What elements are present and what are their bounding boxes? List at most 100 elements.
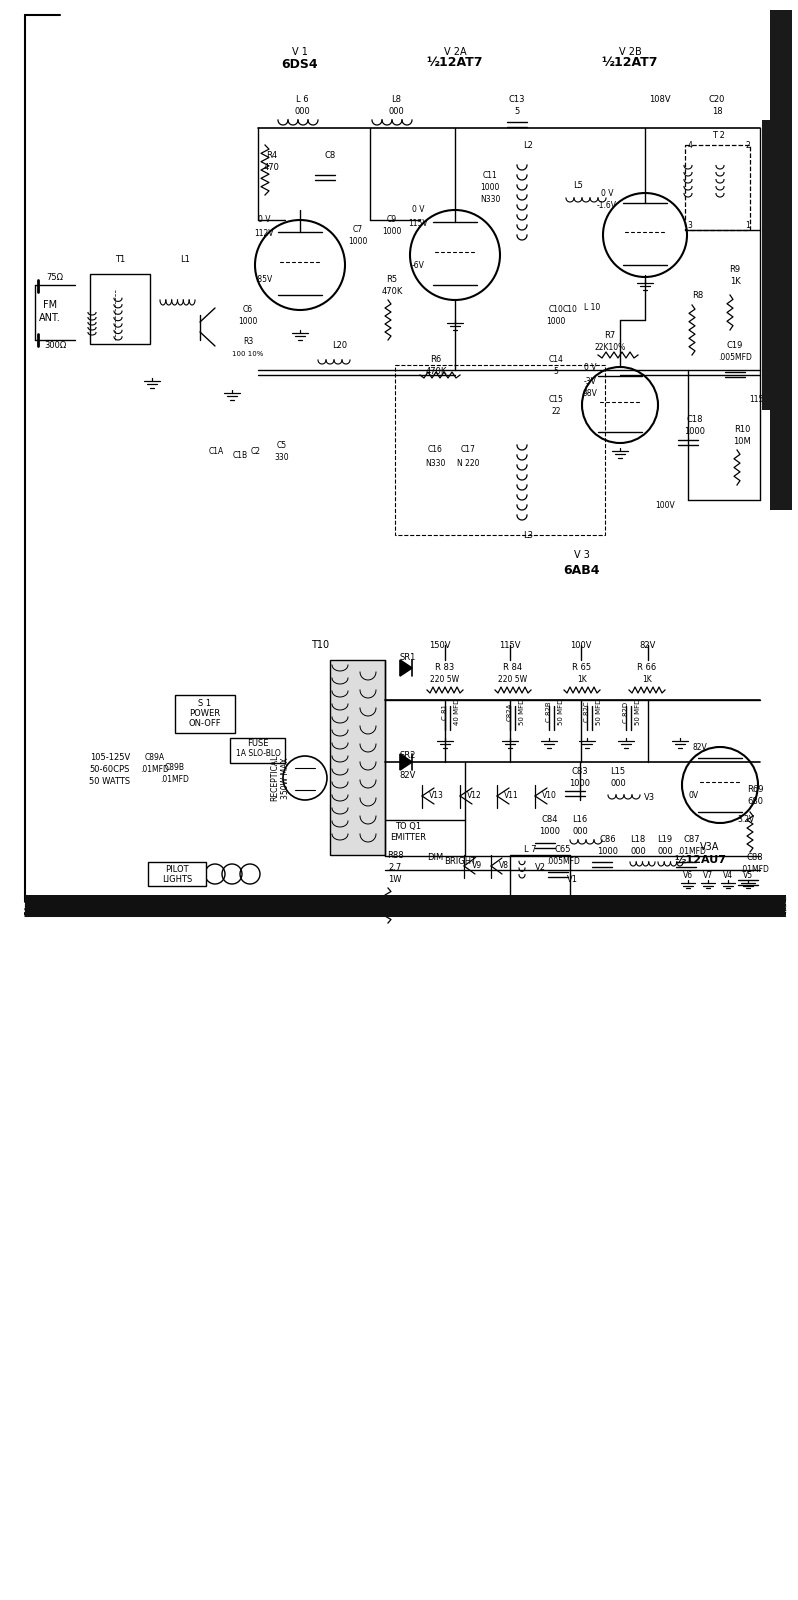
Text: S 1: S 1 <box>199 699 211 709</box>
Text: C65: C65 <box>555 845 571 854</box>
Text: R 65: R 65 <box>572 664 591 672</box>
Text: V12: V12 <box>467 792 481 800</box>
Text: C1A: C1A <box>208 448 223 456</box>
Text: ANT.: ANT. <box>39 314 61 323</box>
Text: RECEPTICAL: RECEPTICAL <box>271 755 279 802</box>
Text: 470K: 470K <box>425 368 447 376</box>
Text: 108V: 108V <box>650 96 671 104</box>
Text: L2: L2 <box>523 141 533 149</box>
Text: C84: C84 <box>542 816 559 824</box>
Text: .005MFD: .005MFD <box>718 352 752 362</box>
Text: 1W: 1W <box>389 875 401 883</box>
Text: 40 MFD: 40 MFD <box>454 699 460 725</box>
Text: 1: 1 <box>745 221 750 229</box>
Text: -6V: -6V <box>412 261 425 269</box>
Text: 22: 22 <box>551 408 561 416</box>
Text: C 82B: C 82B <box>546 702 552 722</box>
Text: 3: 3 <box>688 221 693 229</box>
Text: C82A: C82A <box>507 702 513 722</box>
Text: 1A SLO-BLO: 1A SLO-BLO <box>235 749 280 758</box>
Text: V 3: V 3 <box>574 550 590 560</box>
Text: R5: R5 <box>386 275 397 285</box>
Text: C10: C10 <box>548 306 563 315</box>
Text: 1000: 1000 <box>348 237 368 246</box>
Text: 105-125V: 105-125V <box>90 754 130 763</box>
Text: 3.2V: 3.2V <box>737 816 755 824</box>
Text: 0V: 0V <box>689 790 699 800</box>
Text: R88: R88 <box>387 851 403 859</box>
Text: 1K: 1K <box>577 675 587 685</box>
Text: R 84: R 84 <box>504 664 523 672</box>
Text: V1: V1 <box>567 875 578 885</box>
Text: 82V: 82V <box>693 744 707 752</box>
Text: R7: R7 <box>604 331 615 339</box>
Text: 5: 5 <box>515 107 519 117</box>
Text: L16: L16 <box>572 816 587 824</box>
Text: 300Ω: 300Ω <box>44 341 66 349</box>
Text: C18: C18 <box>687 416 703 424</box>
Text: T 2: T 2 <box>712 131 725 139</box>
Text: 82V: 82V <box>640 640 656 650</box>
Text: FM: FM <box>43 301 57 310</box>
Text: L20: L20 <box>333 341 348 349</box>
Text: EMITTER: EMITTER <box>390 834 426 843</box>
Text: 0 V: 0 V <box>258 216 271 224</box>
Text: C6: C6 <box>243 306 253 315</box>
Text: 2.7: 2.7 <box>389 862 401 872</box>
Bar <box>762 120 780 410</box>
Text: N 220: N 220 <box>456 459 480 467</box>
Text: .01MFD: .01MFD <box>140 765 169 774</box>
Bar <box>330 659 385 854</box>
Text: C19: C19 <box>727 341 743 349</box>
Text: ON-OFF: ON-OFF <box>188 720 221 728</box>
Text: 1000: 1000 <box>480 184 500 192</box>
Text: 98V: 98V <box>583 389 598 398</box>
Text: 50 MFD: 50 MFD <box>596 699 602 725</box>
Text: C 82C: C 82C <box>584 702 590 722</box>
Text: 1000: 1000 <box>547 317 566 326</box>
Text: 330: 330 <box>275 453 290 462</box>
Text: R4: R4 <box>267 150 278 160</box>
Text: L18: L18 <box>630 835 646 845</box>
Text: V 2A: V 2A <box>444 46 466 58</box>
Polygon shape <box>400 659 412 675</box>
Text: T10: T10 <box>311 640 329 650</box>
Text: 000: 000 <box>294 107 310 117</box>
Text: L19: L19 <box>658 835 673 845</box>
Text: 100V: 100V <box>571 640 592 650</box>
Text: 220 5W: 220 5W <box>430 675 460 685</box>
Text: SR1: SR1 <box>400 653 417 661</box>
Text: V7: V7 <box>703 870 713 880</box>
Text: L 10: L 10 <box>584 304 600 312</box>
Text: 1000: 1000 <box>570 779 591 789</box>
Bar <box>230 738 285 763</box>
Text: C5: C5 <box>277 440 287 450</box>
Text: 470: 470 <box>264 163 280 171</box>
Text: V6: V6 <box>683 870 693 880</box>
Text: L5: L5 <box>573 181 583 189</box>
Bar <box>770 10 792 510</box>
Text: L 6: L 6 <box>296 96 308 104</box>
Text: C7: C7 <box>353 226 363 235</box>
Text: 115V: 115V <box>749 395 768 405</box>
Text: 000: 000 <box>388 107 404 117</box>
Text: ½12AU7: ½12AU7 <box>674 854 726 866</box>
Text: 10M: 10M <box>733 437 751 446</box>
Polygon shape <box>400 754 412 770</box>
Text: 680: 680 <box>747 797 763 806</box>
Text: .01MFD: .01MFD <box>160 776 189 784</box>
Text: V2: V2 <box>535 864 546 872</box>
Text: L3: L3 <box>523 531 533 539</box>
Text: FUSE: FUSE <box>247 739 269 747</box>
Text: .85V: .85V <box>255 275 273 285</box>
Text: C86: C86 <box>599 835 616 845</box>
Text: V9: V9 <box>472 861 482 870</box>
Text: 100V: 100V <box>655 501 675 509</box>
Text: N330: N330 <box>425 459 445 467</box>
Text: 2: 2 <box>745 141 750 149</box>
Text: V13: V13 <box>429 792 444 800</box>
Text: 100 10%: 100 10% <box>232 350 263 357</box>
Text: R6: R6 <box>430 355 441 365</box>
Text: C14: C14 <box>548 355 563 365</box>
Text: 1000: 1000 <box>539 827 560 837</box>
